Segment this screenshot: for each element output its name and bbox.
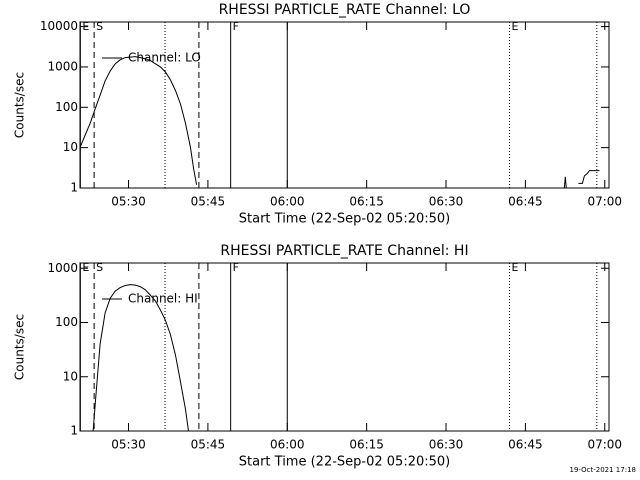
x-tick-label: 06:30 [429,195,464,209]
data-line [92,284,189,432]
event-label: F [233,20,239,33]
x-tick-label: 07:00 [587,438,622,452]
legend-label: Channel: HI [128,292,198,306]
x-tick-label: 06:15 [349,195,384,209]
legend-label: Channel: LO [128,51,201,65]
x-tick-label: 06:45 [508,195,543,209]
y-axis-label: Counts/sec [13,314,27,380]
data-line [79,56,600,189]
y-tick-label: 1000 [47,59,78,73]
x-axis-label: Start Time (22-Sep-02 05:20:50) [239,455,450,470]
x-tick-label: 07:00 [587,195,622,209]
y-tick-label: 10 [63,140,78,154]
event-label: S [96,20,103,33]
y-tick-label: 100 [55,315,78,329]
x-tick-label: 05:45 [191,438,226,452]
y-tick-label: 100 [55,100,78,114]
event-label: E [82,261,89,274]
x-axis-label: Start Time (22-Sep-02 05:20:50) [239,212,450,227]
x-tick-label: 06:15 [349,438,384,452]
event-label: F [233,261,239,274]
y-tick-label: 1000 [47,261,78,275]
event-label: E [82,20,89,33]
x-tick-label: 05:45 [191,195,226,209]
timestamp: 19-Oct-2021 17:18 [570,466,636,474]
y-tick-label: 10000 [40,19,78,33]
x-tick-label: 06:00 [270,195,305,209]
x-tick-label: 06:30 [429,438,464,452]
y-axis-label: Counts/sec [13,72,27,138]
x-tick-label: 06:45 [508,438,543,452]
x-tick-label: 05:30 [111,438,146,452]
x-tick-label: 06:00 [270,438,305,452]
y-tick-label: 1 [70,424,78,438]
event-label: S [96,261,103,274]
chart-title: RHESSI PARTICLE_RATE Channel: LO [219,2,471,18]
event-label: E [512,20,519,33]
event-label: E [512,261,519,274]
chart-title: RHESSI PARTICLE_RATE Channel: HI [220,243,468,259]
y-tick-label: 10 [63,369,78,383]
x-tick-label: 05:30 [111,195,146,209]
y-tick-label: 1 [70,181,78,195]
